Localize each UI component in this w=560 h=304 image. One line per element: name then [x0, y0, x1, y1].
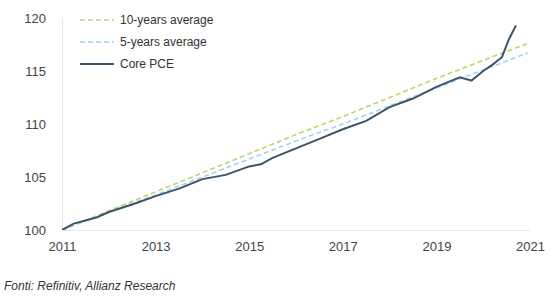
x-tick-label: 2015 — [235, 239, 264, 254]
x-tick-label: 2021 — [516, 239, 545, 254]
y-axis: 100 105 110 115 120 — [24, 11, 62, 238]
y-tick: 115 — [25, 64, 62, 79]
series-line — [62, 25, 516, 230]
series-line — [62, 43, 528, 230]
legend-label: 5-years average — [120, 35, 207, 49]
x-tick: 2021 — [516, 230, 545, 254]
legend: 10-years average 5-years average Core PCE — [80, 13, 214, 71]
x-tick-label: 2011 — [49, 239, 77, 254]
x-tick: 2015 — [235, 230, 264, 254]
x-tick: 2013 — [142, 230, 171, 254]
y-tick-label: 100 — [24, 223, 46, 238]
legend-label: 10-years average — [120, 13, 214, 27]
y-axis-line — [62, 19, 63, 231]
legend-label: Core PCE — [120, 57, 174, 71]
y-tick-label: 120 — [24, 11, 46, 26]
x-tick: 2017 — [329, 230, 358, 254]
y-tick: 120 — [24, 11, 62, 26]
x-tick-label: 2013 — [142, 239, 171, 254]
y-tick: 105 — [24, 170, 62, 185]
lines — [62, 25, 528, 230]
series-line — [62, 53, 528, 230]
x-axis-line — [63, 230, 531, 231]
y-tick-label: 110 — [25, 117, 46, 132]
x-tick: 2011 — [49, 230, 77, 254]
x-tick-label: 2019 — [422, 239, 451, 254]
chart: 100 105 110 115 120 2011 2013 2015 2017 2019 2021 1… — [0, 0, 560, 304]
y-tick-label: 105 — [24, 170, 46, 185]
legend-swatch — [80, 19, 114, 21]
source: Fonti: Refinitiv, Allianz Research — [4, 279, 176, 293]
x-axis: 2011 2013 2015 2017 2019 2021 — [49, 230, 545, 254]
y-tick: 110 — [25, 117, 62, 132]
legend-swatch — [80, 41, 114, 43]
y-tick-label: 115 — [25, 64, 46, 79]
legend-swatch — [80, 63, 114, 65]
x-tick-label: 2017 — [329, 239, 358, 254]
x-tick: 2019 — [422, 230, 451, 254]
y-tick: 100 — [24, 223, 62, 238]
